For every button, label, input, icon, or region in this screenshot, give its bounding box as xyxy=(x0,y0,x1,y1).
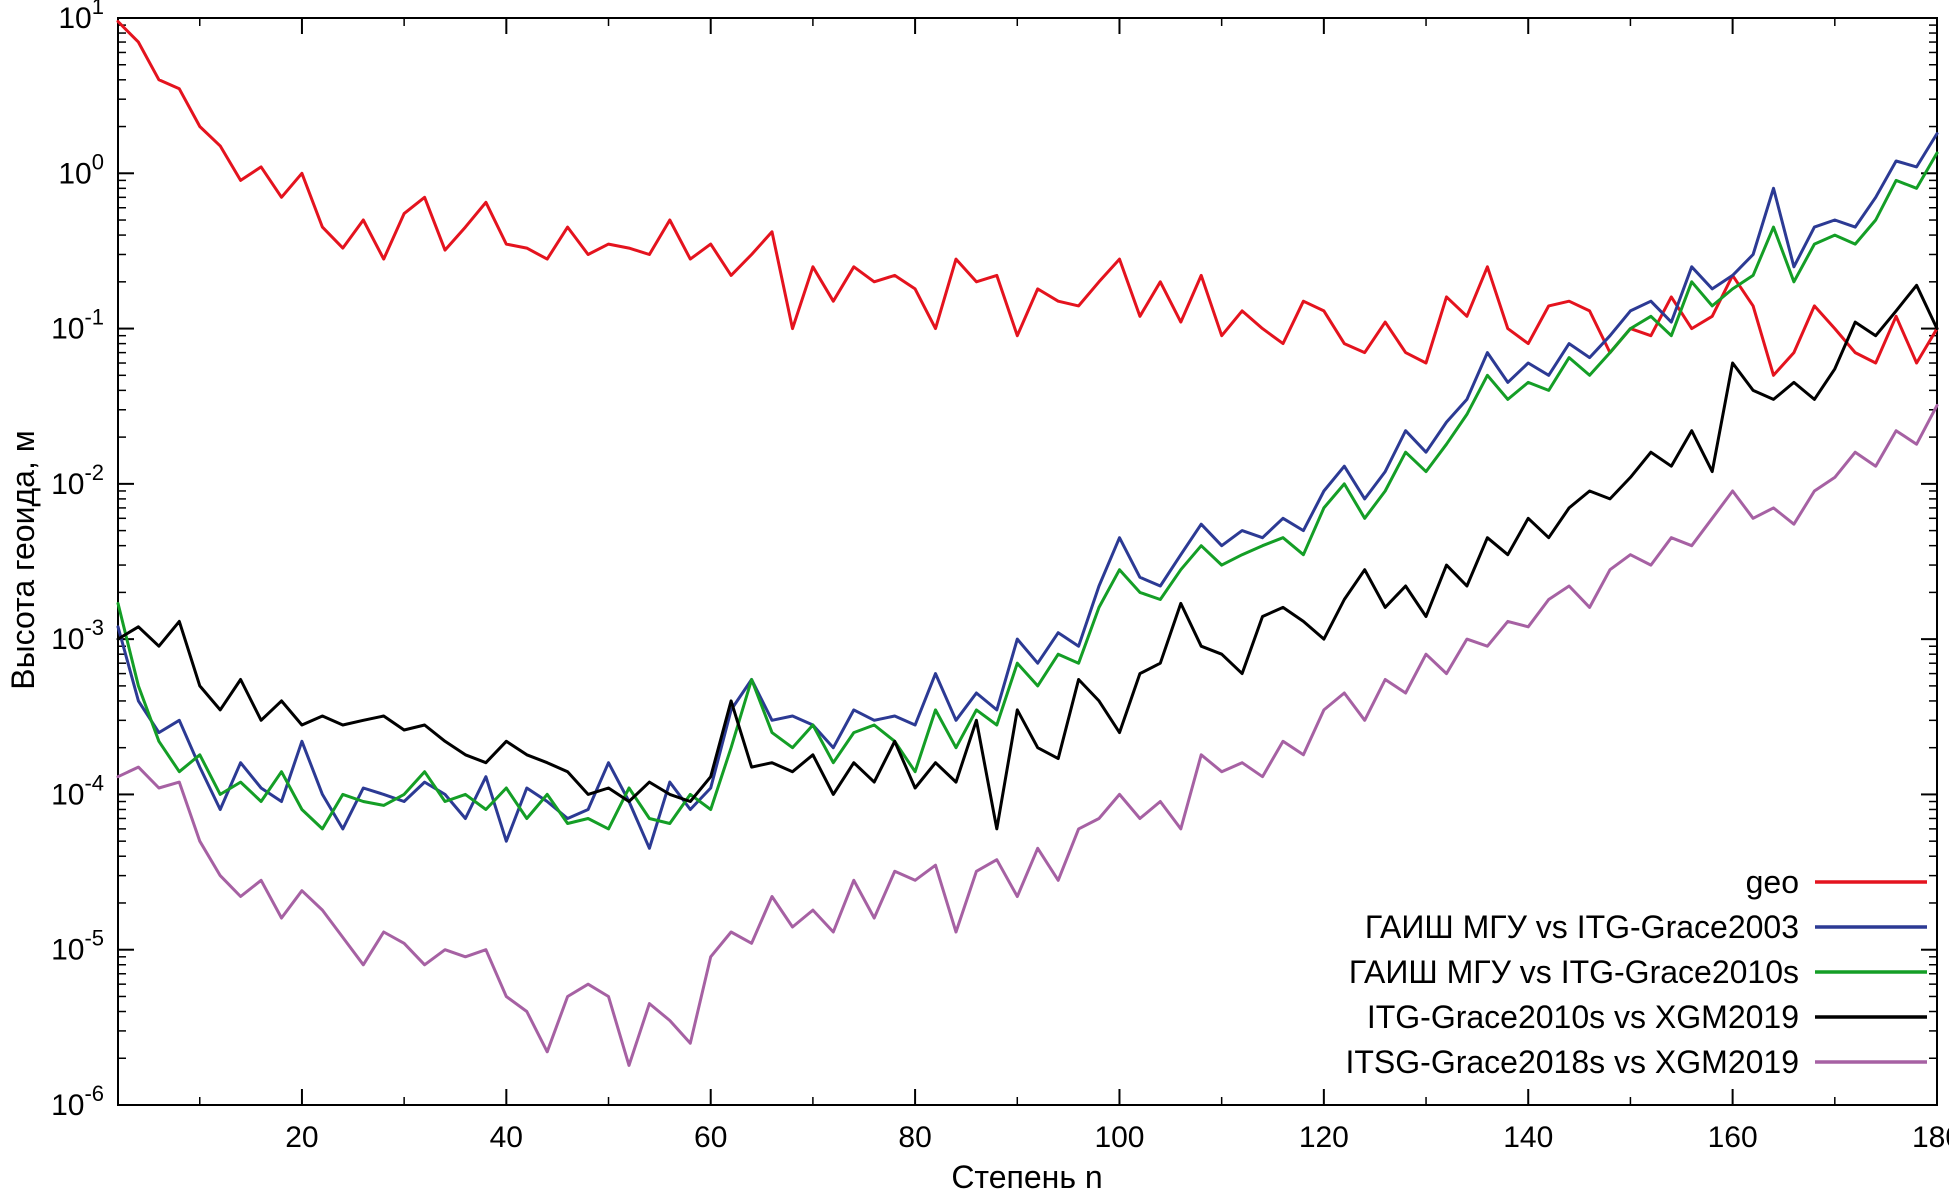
x-tick-label: 120 xyxy=(1299,1121,1349,1154)
legend-label: ГАИШ МГУ vs ITG-Grace2003 xyxy=(1365,909,1799,945)
x-tick-label: 80 xyxy=(898,1121,931,1154)
x-tick-label: 100 xyxy=(1094,1121,1144,1154)
y-tick-label: 10-6 xyxy=(51,1081,104,1122)
x-tick-label: 160 xyxy=(1708,1121,1758,1154)
legend: geo ГАИШ МГУ vs ITG-Grace2003 ГАИШ МГУ vs … xyxy=(1345,864,1927,1080)
legend-label: geo xyxy=(1746,864,1799,900)
y-tick-label: 10-3 xyxy=(51,615,104,656)
y-tick-label: 101 xyxy=(58,0,104,35)
legend-label: ГАИШ МГУ vs ITG-Grace2010s xyxy=(1349,954,1799,990)
x-axis-label: Степень n xyxy=(951,1159,1102,1195)
y-tick-label: 10-5 xyxy=(51,926,104,967)
y-tick-label: 10-1 xyxy=(51,305,104,346)
y-tick-label: 10-4 xyxy=(51,770,104,811)
legend-label: ITG-Grace2010s vs XGM2019 xyxy=(1367,999,1799,1035)
y-axis-label: Высота геоида, м xyxy=(5,430,41,689)
x-tick-label: 140 xyxy=(1503,1121,1553,1154)
plot-area: 10-6 10-5 10-4 10-3 10-2 10-1 100 101 20 40 60 80 10… xyxy=(51,0,1949,1154)
series-line-2 xyxy=(116,151,1939,831)
x-tick-label: 180 xyxy=(1912,1121,1949,1154)
x-tick-label: 60 xyxy=(694,1121,727,1154)
series-line-1 xyxy=(116,132,1939,850)
series-line-3 xyxy=(116,283,1939,831)
x-tick-label: 20 xyxy=(285,1121,318,1154)
y-tick-label: 100 xyxy=(58,149,104,190)
y-tick-label: 10-2 xyxy=(51,460,104,501)
x-tick-label: 40 xyxy=(490,1121,523,1154)
legend-label: ITSG-Grace2018s vs XGM2019 xyxy=(1345,1044,1799,1080)
plot-border xyxy=(117,17,1938,1106)
series-line-4 xyxy=(116,403,1939,1067)
series-line-0 xyxy=(116,20,1939,377)
